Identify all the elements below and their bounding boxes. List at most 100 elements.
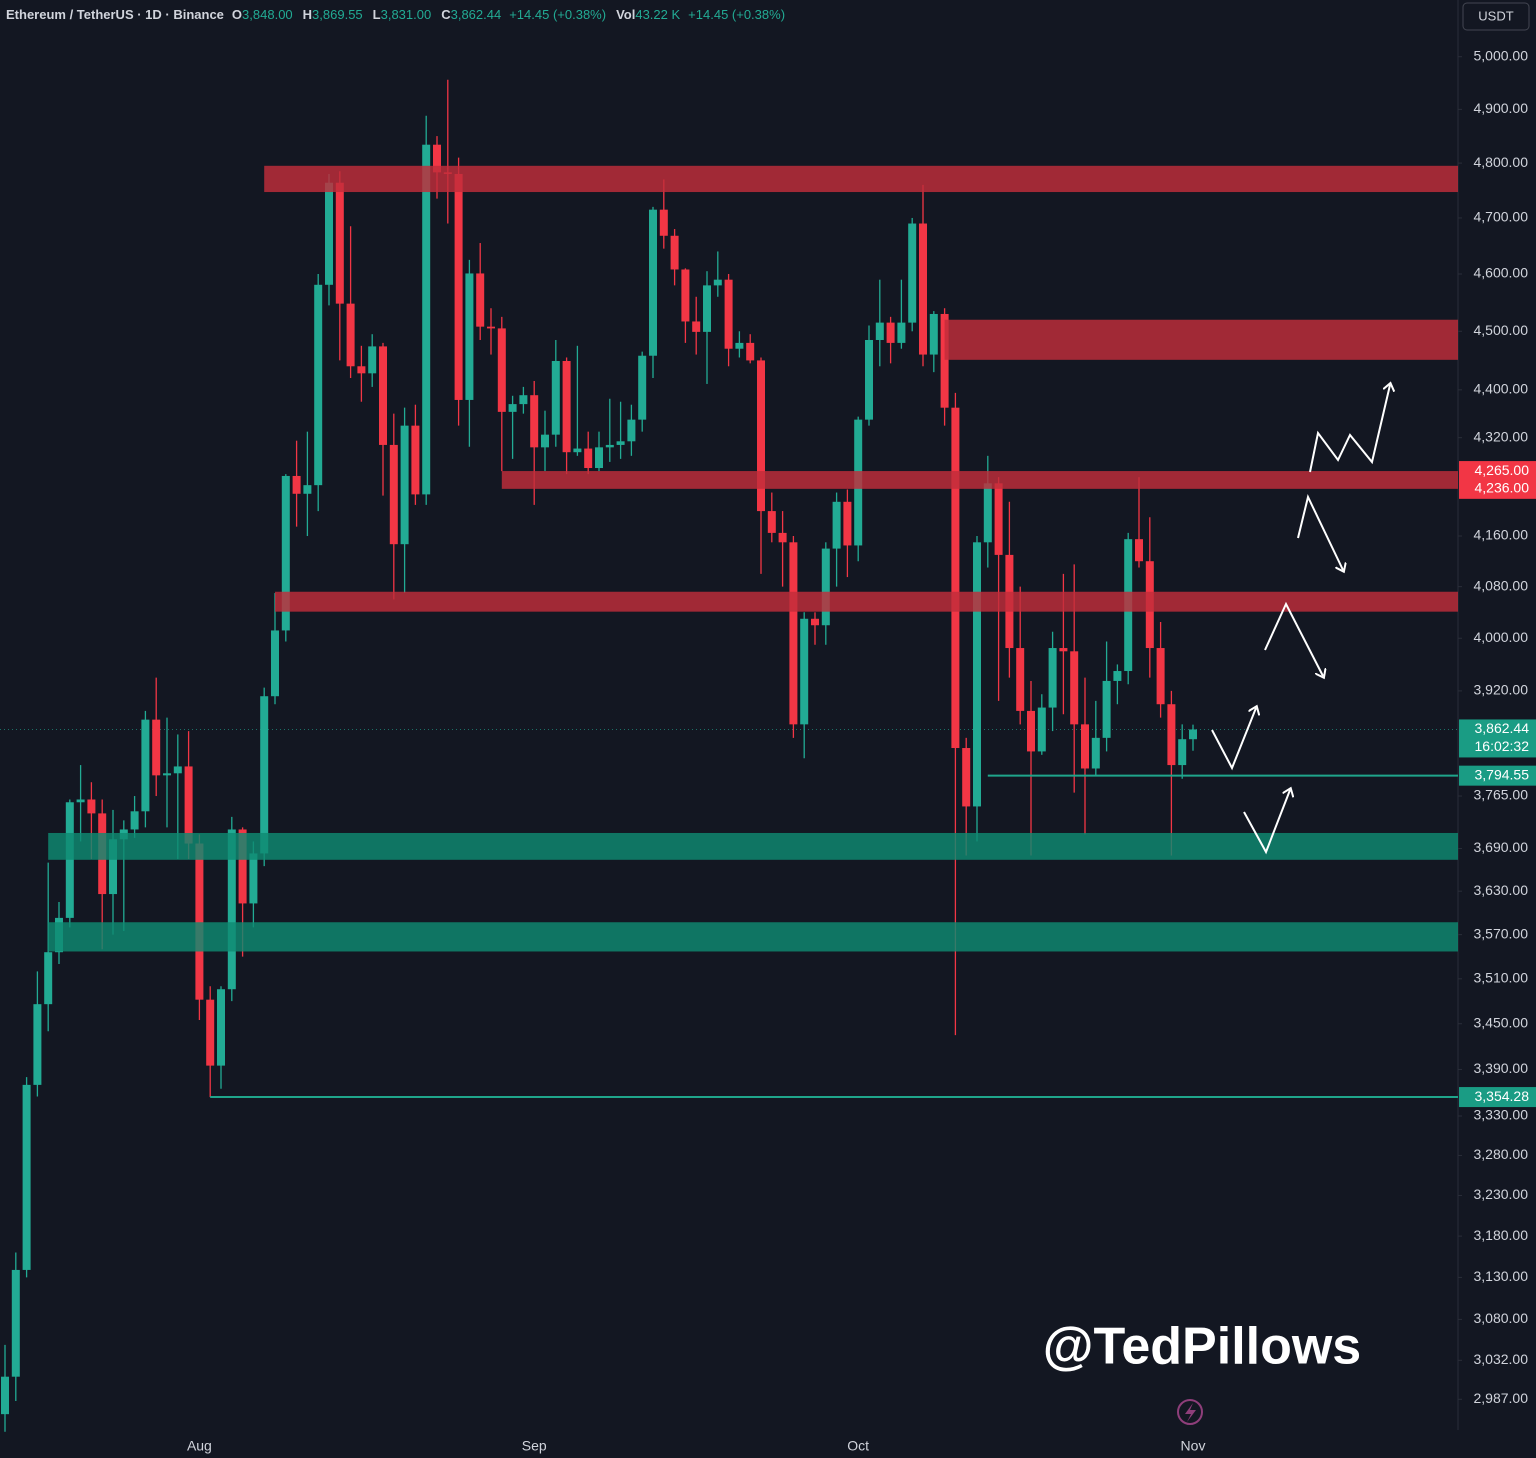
y-tick-label: 4,400.00: [1474, 381, 1529, 397]
y-tick-label: 3,630.00: [1474, 882, 1529, 898]
candle-body: [983, 483, 992, 543]
candle-body: [238, 829, 247, 904]
arrow: [1211, 708, 1256, 771]
candle-body: [1081, 724, 1089, 769]
price-label: 3,354.28: [1475, 1088, 1530, 1104]
arrow: [1243, 790, 1290, 855]
candle-body: [1016, 648, 1025, 711]
candle-body: [422, 144, 431, 495]
candle-body: [724, 279, 733, 349]
y-tick-label: 3,032.00: [1474, 1351, 1529, 1367]
zone: [48, 832, 1459, 860]
x-tick-label: Oct: [847, 1438, 869, 1454]
y-tick-label: 3,130.00: [1474, 1268, 1529, 1284]
currency-button[interactable]: [1462, 2, 1530, 31]
candle-body: [44, 952, 53, 1005]
y-tick-label: 4,080.00: [1474, 577, 1529, 593]
candle-body: [325, 182, 333, 285]
candle-body: [908, 223, 917, 323]
candle-body: [973, 542, 981, 807]
price-label: 3,862.44: [1475, 720, 1530, 736]
candle-body: [616, 441, 625, 445]
y-tick-label: 4,800.00: [1474, 154, 1529, 170]
candle-body: [832, 501, 841, 549]
candle-body: [919, 223, 927, 355]
candle-body: [800, 618, 809, 725]
candle-body: [1091, 737, 1100, 769]
candle-body: [929, 313, 938, 355]
price-countdown: 16:02:32: [1475, 738, 1530, 754]
candle-body: [346, 303, 355, 367]
header: Ethereum / TetherUS · 1D · Binance O3,848…: [6, 7, 793, 22]
candle-body: [627, 419, 636, 442]
candle-body: [584, 448, 593, 469]
candle-body: [33, 1004, 42, 1085]
y-tick-label: 3,920.00: [1474, 682, 1529, 698]
y-tick-label: 3,080.00: [1474, 1310, 1529, 1326]
y-tick-label: 3,390.00: [1474, 1060, 1529, 1076]
candle-body: [1102, 680, 1111, 738]
candle-body: [379, 346, 387, 445]
candle-body: [638, 355, 647, 420]
candle-body: [152, 719, 161, 776]
candle-body: [994, 483, 1003, 555]
x-tick-label: Aug: [187, 1438, 212, 1454]
y-tick-label: 3,690.00: [1474, 839, 1529, 855]
candle-body: [433, 144, 441, 173]
candle-body: [163, 773, 171, 776]
candle-body: [508, 404, 517, 412]
candle-body: [962, 748, 971, 807]
candle-body: [389, 444, 398, 545]
candle-body: [173, 766, 182, 774]
projection-arrows: [1211, 385, 1390, 855]
candle-body: [465, 273, 474, 400]
candle-body: [595, 447, 603, 469]
watermark: @TedPillows: [1043, 1318, 1361, 1376]
candle-body: [314, 284, 323, 486]
candle-body: [1048, 648, 1057, 708]
candle-body: [1059, 648, 1068, 652]
y-tick-label: 4,320.00: [1474, 428, 1529, 444]
field-value: 43.22 K: [635, 7, 681, 22]
y-tick-label: 3,180.00: [1474, 1227, 1529, 1243]
x-tick-label: Sep: [522, 1438, 547, 1454]
price-label: 4,265.00: [1475, 462, 1530, 478]
candle-body: [519, 395, 528, 405]
zone: [501, 471, 1458, 489]
symbol: Ethereum / TetherUS · 1D · Binance: [6, 7, 224, 22]
candle-body: [411, 425, 420, 495]
candle-body: [206, 999, 215, 1066]
event-icon[interactable]: [1177, 1399, 1203, 1425]
candle-body: [141, 719, 150, 812]
candle-body: [497, 328, 506, 412]
candle-body: [573, 448, 582, 453]
candle-body: [886, 322, 895, 343]
price-label: 3,794.55: [1475, 766, 1530, 782]
candle-body: [271, 630, 279, 697]
candle-body: [357, 366, 366, 374]
candle-body: [1167, 704, 1176, 766]
y-tick-label: 5,000.00: [1474, 47, 1529, 63]
y-tick-label: 4,900.00: [1474, 100, 1529, 116]
candle-body: [757, 360, 765, 512]
candle-body: [541, 434, 549, 448]
candle-body: [875, 322, 884, 340]
y-tick-label: 3,230.00: [1474, 1186, 1529, 1202]
candle-body: [951, 407, 960, 749]
candle-body: [65, 802, 74, 918]
zone: [944, 319, 1458, 360]
y-tick-label: 2,987.00: [1474, 1390, 1529, 1406]
candle-body: [605, 444, 614, 448]
candle-body: [843, 501, 852, 546]
candle-body: [1156, 648, 1165, 705]
price-label-box: [1459, 478, 1536, 499]
candle-body: [130, 811, 139, 830]
y-tick-label: 4,700.00: [1474, 209, 1529, 225]
x-tick-label: Nov: [1181, 1438, 1206, 1454]
candle-body: [562, 360, 571, 453]
y-tick-label: 4,000.00: [1474, 629, 1529, 645]
candle-body: [195, 843, 204, 1000]
candle-body: [476, 273, 485, 327]
